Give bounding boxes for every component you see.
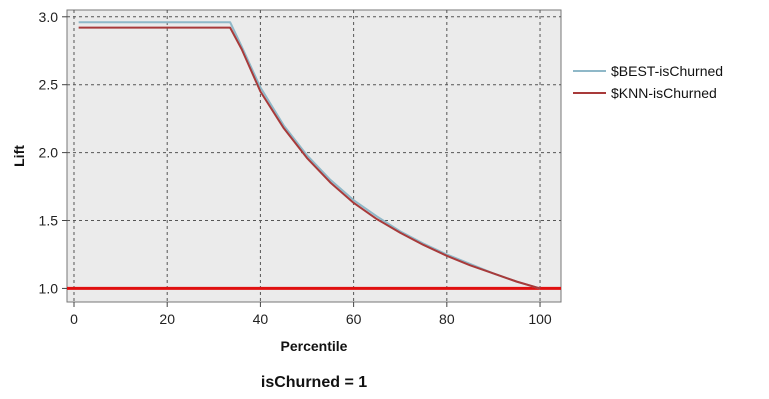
x-tick-label: 100 (528, 311, 552, 327)
x-tick-label: 80 (439, 311, 455, 327)
x-tick-label: 20 (159, 311, 175, 327)
axes: 0 20 40 60 80 100 1.0 1.5 2.0 2.5 3.0 (39, 9, 552, 327)
series-group (78, 21, 541, 290)
y-tick-label: 3.0 (39, 9, 59, 25)
series-line-1 (78, 21, 541, 290)
x-axis-title: Percentile (281, 338, 348, 354)
plot-area (66, 9, 562, 303)
x-tick-label: 0 (70, 311, 78, 327)
y-axis-title: Lift (11, 145, 27, 167)
y-tick-label: 1.5 (39, 213, 59, 229)
chart-subtitle: isChurned = 1 (261, 374, 367, 391)
legend-label-1: $BEST-isChurned (611, 63, 723, 79)
series-line-2 (78, 26, 541, 290)
y-tick-label: 2.5 (39, 77, 59, 93)
y-tick-label: 2.0 (39, 145, 59, 161)
legend: $BEST-isChurned $KNN-isChurned (573, 63, 723, 101)
y-tick-label: 1.0 (39, 280, 59, 296)
x-tick-label: 40 (253, 311, 269, 327)
legend-label-2: $KNN-isChurned (611, 85, 717, 101)
x-tick-label: 60 (346, 311, 362, 327)
